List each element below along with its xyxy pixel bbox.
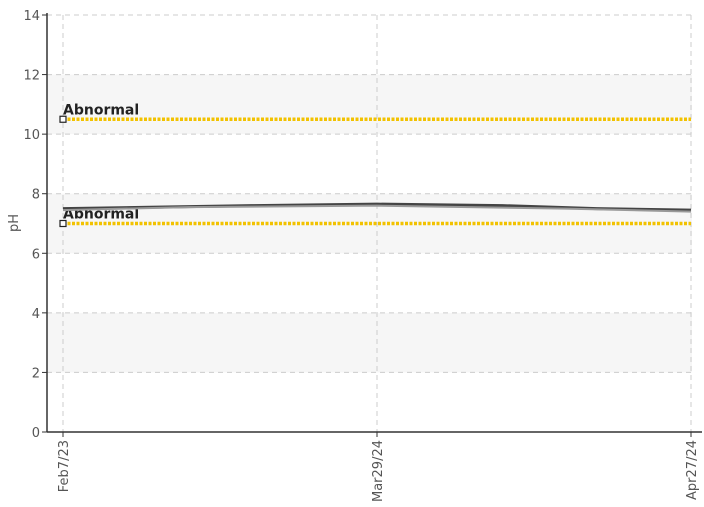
data-series xyxy=(62,202,692,213)
x-tick-labels: Feb7/23 Mar29/24 Apr27/24 xyxy=(57,440,700,502)
reference-marker xyxy=(59,115,67,123)
band xyxy=(47,312,692,373)
y-tick-label: 12 xyxy=(23,69,40,84)
reference-label: Abnormal xyxy=(63,102,139,118)
y-tick-label: 8 xyxy=(32,188,40,203)
axes xyxy=(42,13,702,437)
x-tick-label: Apr27/24 xyxy=(685,440,700,500)
x-tick-label: Mar29/24 xyxy=(371,440,386,502)
y-tick-labels: 0 2 4 6 8 10 12 14 xyxy=(23,9,40,441)
y-tick-label: 2 xyxy=(32,366,40,381)
y-tick-label: 14 xyxy=(23,9,40,24)
y-tick-label: 0 xyxy=(32,426,40,441)
y-tick-label: 6 xyxy=(32,247,40,262)
reference-marker xyxy=(59,219,67,228)
y-tick-label: 4 xyxy=(32,307,40,322)
x-tick-label: Feb7/23 xyxy=(57,440,72,492)
y-axis-title: pH xyxy=(7,214,22,232)
band xyxy=(47,74,692,135)
series-line xyxy=(62,204,692,213)
y-tick-label: 10 xyxy=(23,128,40,143)
